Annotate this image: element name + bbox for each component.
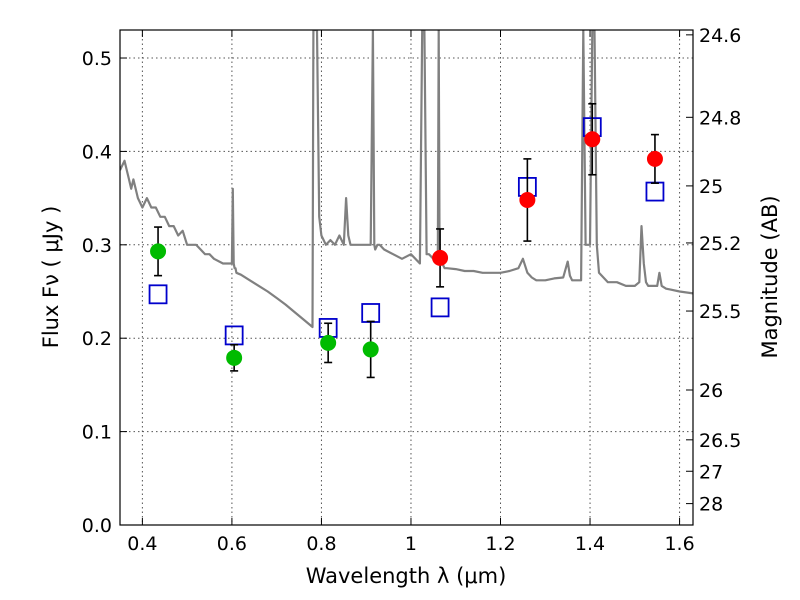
y2-tick-label: 24.8 — [699, 107, 741, 129]
x-tick-label: 1.6 — [664, 533, 694, 555]
y-tick-label: 0.1 — [82, 422, 112, 444]
x-tick-label: 0.4 — [127, 533, 157, 555]
bandpass-square-point — [148, 284, 168, 305]
spectrum-layer — [120, 30, 693, 329]
y2-tick-label: 25 — [699, 176, 723, 198]
y-tick-label: 0.3 — [82, 235, 112, 257]
observed-optical-point — [320, 334, 337, 351]
marker-layer — [148, 102, 665, 379]
model-spectrum-line — [120, 30, 693, 329]
y2-tick-label: 24.6 — [699, 25, 741, 47]
y-tick-label: 0.5 — [82, 48, 112, 70]
y2-axis-title: Magnitude (AB) — [758, 195, 782, 358]
y2-tick-label: 27 — [699, 461, 723, 483]
y2-tick-label: 28 — [699, 494, 723, 516]
x-axis-title: Wavelength λ (μm) — [306, 564, 507, 588]
tick-layer: 0.4 0.6 0.8 1 1.2 1.4 1.6 0.0 0.1 0.2 0.3 0.4 0.5 24.… — [82, 25, 742, 555]
y2-tick-label: 25.2 — [699, 233, 741, 255]
y2-tick-label: 26.5 — [699, 430, 741, 452]
x-tick-label: 1.4 — [575, 533, 605, 555]
y-tick-label: 0.4 — [82, 141, 112, 163]
plot-frame — [119, 29, 694, 526]
observed-optical-point — [150, 243, 167, 260]
observed-optical-point — [226, 349, 243, 366]
observed-nir-point — [519, 191, 536, 208]
observed-optical-point — [362, 341, 379, 358]
observed-nir-point — [432, 249, 449, 266]
y-axis-title: Flux Fν ( μJy ) — [39, 206, 63, 349]
bandpass-square-point — [430, 297, 450, 318]
observed-nir-point — [584, 131, 601, 148]
y-tick-label: 0.2 — [82, 328, 112, 350]
y2-tick-label: 26 — [699, 380, 723, 402]
y-tick-label: 0.0 — [82, 515, 112, 537]
y2-tick-label: 25.5 — [699, 301, 741, 323]
grid-layer — [120, 30, 693, 525]
x-tick-label: 1.2 — [485, 533, 515, 555]
x-tick-label: 0.6 — [217, 533, 247, 555]
observed-nir-point — [646, 150, 663, 167]
x-tick-label: 1 — [405, 533, 417, 555]
x-tick-label: 0.8 — [306, 533, 336, 555]
